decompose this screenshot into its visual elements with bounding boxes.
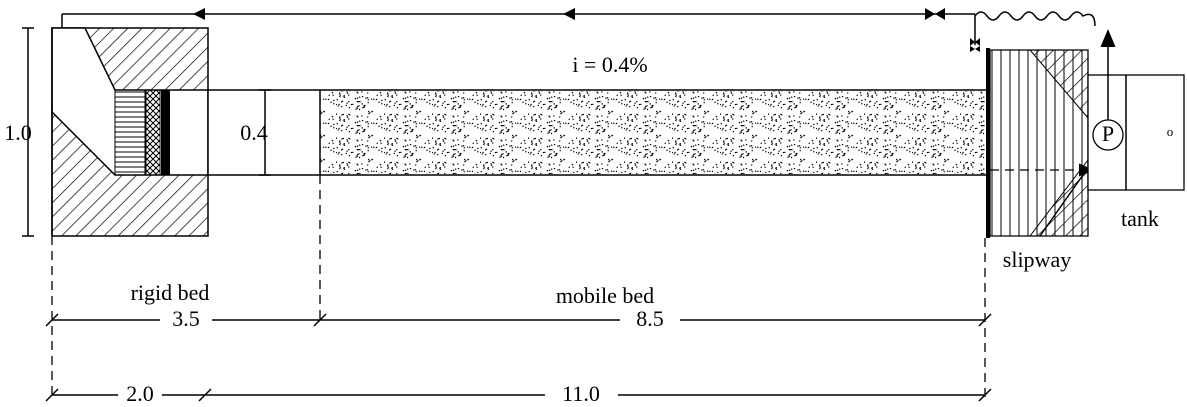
slipway-label: slipway [1003, 247, 1071, 272]
outlet-label: o [1167, 124, 1174, 139]
mobile-bed-label: mobile bed [556, 283, 654, 308]
dimensions [22, 27, 992, 402]
pump-label: P [1102, 121, 1114, 146]
rigid-bed-label: rigid bed [131, 280, 210, 305]
flume [207, 89, 989, 176]
rigid-length-label: 3.5 [172, 306, 200, 331]
inlet-length-label: 2.0 [126, 381, 154, 406]
slope-label: i = 0.4% [572, 52, 647, 77]
total-length-label: 11.0 [562, 381, 600, 406]
tank [1087, 29, 1185, 191]
inlet [51, 27, 209, 237]
mobile-length-label: 8.5 [636, 306, 664, 331]
height-label: 1.0 [4, 120, 32, 145]
tank-label: tank [1121, 206, 1159, 231]
return-pipe [54, 8, 1096, 52]
slipway [986, 48, 1095, 238]
depth-label: 0.4 [240, 120, 268, 145]
